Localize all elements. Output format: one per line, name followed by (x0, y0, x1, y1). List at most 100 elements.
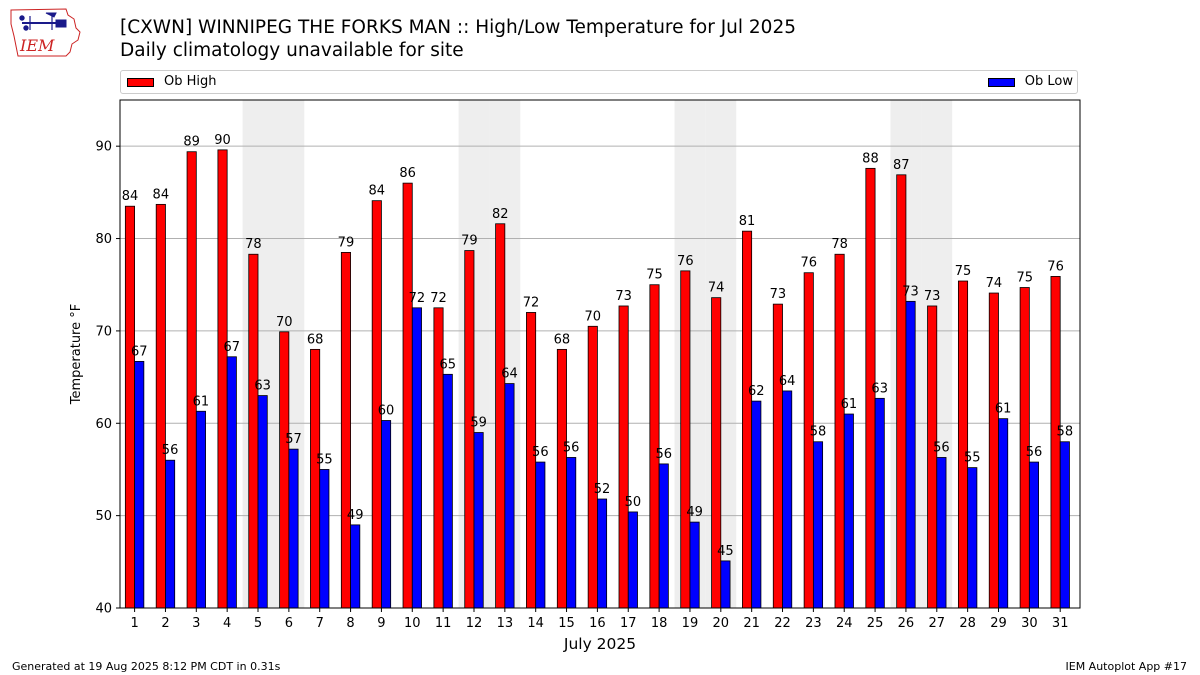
bar-high (772, 303, 783, 609)
bar-high (310, 348, 321, 609)
x-tick-label: 24 (836, 616, 853, 631)
bar-high (433, 307, 444, 609)
x-tick-label: 21 (743, 616, 760, 631)
bar-high (186, 151, 197, 609)
chart-title: [CXWN] WINNIPEG THE FORKS MAN :: High/Lo… (120, 17, 796, 38)
data-label-high: 76 (1047, 259, 1064, 274)
x-tick-label: 29 (990, 616, 1007, 631)
x-tick-label: 16 (589, 616, 606, 631)
data-label-low: 56 (933, 440, 950, 455)
data-label-low: 63 (871, 381, 888, 396)
bar-high (124, 205, 136, 609)
bar-high (618, 305, 629, 609)
bar-low (874, 397, 885, 609)
y-tick-label: 90 (95, 140, 112, 155)
data-label-low: 63 (254, 379, 271, 394)
bar-high (495, 223, 506, 609)
bar-low (627, 511, 638, 609)
bar-low (257, 395, 268, 609)
bar-high (988, 292, 999, 609)
x-tick-label: 13 (497, 616, 514, 631)
bar-low (134, 360, 145, 609)
data-label-high: 84 (153, 187, 170, 202)
legend-item-high: Ob High (127, 74, 217, 90)
y-tick-label: 50 (95, 509, 112, 524)
y-tick-label: 60 (95, 417, 112, 432)
iowa-state-outline (10, 8, 81, 57)
x-tick-label: 25 (867, 616, 884, 631)
x-tick-label: 27 (929, 616, 946, 631)
bar-high (1050, 276, 1061, 609)
bar-high (217, 149, 228, 609)
bar-high (155, 203, 166, 609)
data-label-high: 78 (831, 237, 848, 252)
data-label-low: 57 (285, 432, 302, 447)
x-tick-label: 15 (558, 616, 575, 631)
data-label-low: 67 (224, 340, 241, 355)
x-tick-label: 30 (1021, 616, 1038, 631)
data-label-high: 76 (677, 254, 694, 269)
data-label-high: 75 (646, 268, 663, 283)
bar-high (711, 297, 722, 609)
weekend-shade (242, 100, 274, 608)
data-label-high: 84 (122, 189, 139, 204)
data-label-high: 68 (307, 332, 324, 347)
bar-high (927, 305, 938, 609)
x-tick-label: 22 (774, 616, 791, 631)
footer-app: IEM Autoplot App #17 (1065, 660, 1188, 673)
data-label-high: 75 (955, 264, 972, 279)
bar-low (288, 448, 299, 609)
data-label-high: 74 (708, 281, 725, 296)
y-tick-label: 70 (95, 324, 112, 339)
bar-low (1059, 441, 1070, 609)
x-tick-label: 14 (527, 616, 544, 631)
x-tick-label: 10 (404, 616, 421, 631)
bar-low (751, 400, 762, 609)
bar-low (381, 420, 392, 609)
data-label-high: 73 (770, 287, 787, 302)
bar-low (782, 390, 793, 609)
x-tick-label: 8 (346, 616, 354, 631)
data-label-low: 50 (625, 495, 642, 510)
bar-low (967, 467, 978, 609)
bar-high (248, 253, 259, 609)
data-label-low: 56 (563, 440, 580, 455)
bar-low (905, 300, 916, 609)
bar-high (742, 230, 753, 609)
data-label-low: 56 (1026, 445, 1043, 460)
bar-low (504, 383, 515, 609)
bar-high (279, 331, 290, 609)
data-label-low: 64 (779, 374, 796, 389)
data-label-low: 58 (810, 425, 827, 440)
data-label-low: 56 (532, 445, 549, 460)
data-label-high: 86 (399, 166, 416, 181)
bar-low (195, 410, 206, 609)
bar-high (587, 325, 598, 609)
data-label-low: 49 (686, 505, 703, 520)
data-label-low: 61 (841, 397, 858, 412)
data-label-low: 58 (1057, 425, 1074, 440)
data-label-high: 70 (276, 315, 293, 330)
bar-high (402, 182, 413, 609)
data-label-low: 55 (316, 452, 333, 467)
bar-high (340, 251, 351, 609)
data-label-low: 61 (995, 402, 1012, 417)
x-tick-label: 1 (130, 616, 138, 631)
data-label-low: 61 (193, 394, 210, 409)
bar-low (689, 521, 700, 609)
data-label-high: 82 (492, 207, 509, 222)
bar-high (896, 174, 907, 609)
bar-low (936, 457, 947, 609)
y-axis-label: Temperature °F (69, 304, 84, 405)
bar-high (957, 280, 969, 609)
data-label-high: 75 (1016, 270, 1033, 285)
y-tick-label: 40 (95, 602, 112, 617)
data-label-high: 68 (554, 332, 571, 347)
x-axis-label: July 2025 (563, 635, 636, 653)
bar-high (556, 348, 567, 609)
data-label-low: 49 (347, 508, 364, 523)
x-tick-label: 9 (377, 616, 385, 631)
x-tick-label: 4 (223, 616, 231, 631)
data-label-high: 87 (893, 158, 910, 173)
